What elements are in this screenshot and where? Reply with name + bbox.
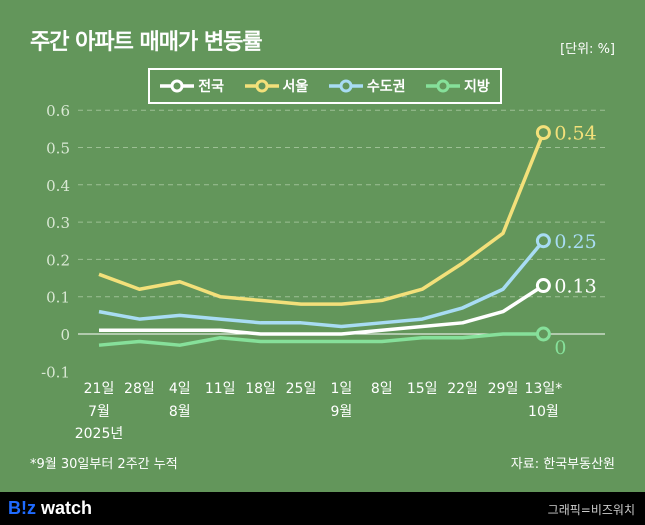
end-value-label: 0.13 xyxy=(554,276,596,298)
y-tick-label: 0 xyxy=(60,326,70,344)
x-tick-label: 18일 xyxy=(245,381,276,397)
y-tick-label: -0.1 xyxy=(41,363,70,381)
legend-marker-icon xyxy=(328,79,363,93)
x-tick-label: 21일 xyxy=(84,381,115,397)
credit: 그래픽=비즈워치 xyxy=(547,503,635,517)
series-line-지방 xyxy=(98,332,544,347)
month-label: 9월 xyxy=(331,404,353,420)
logo: B!z watch xyxy=(8,498,93,518)
unit-label: [단위: %] xyxy=(560,42,615,57)
y-tick-label: 0.6 xyxy=(46,102,70,120)
end-point-marker xyxy=(535,125,551,141)
x-tick-label: 13일* xyxy=(525,381,563,397)
x-tick-label: 15일 xyxy=(407,381,438,397)
legend-marker-icon xyxy=(244,79,279,93)
month-label: 8월 xyxy=(169,404,191,420)
line-chart: -0.1 0 0.1 0.2 0.3 0.4 0.5 0.6 21일 28일 4일 11일 18일 25일… xyxy=(41,102,605,442)
chart-title: 주간 아파트 매매가 변동률 xyxy=(30,30,263,55)
legend-label: 수도권 xyxy=(366,79,406,95)
x-tick-label: 22일 xyxy=(447,381,478,397)
month-label: 7월 xyxy=(88,404,110,420)
legend-item: 서울 xyxy=(244,76,309,96)
legend-marker-icon xyxy=(160,79,195,93)
end-value-label: 0 xyxy=(554,337,566,359)
series-line-서울 xyxy=(98,131,546,306)
x-tick-label: 4일 xyxy=(169,381,191,397)
y-tick-label: 0.5 xyxy=(46,140,70,158)
x-tick-label: 11일 xyxy=(205,381,236,397)
legend-item: 전국 xyxy=(160,76,224,96)
x-tick-label: 8일 xyxy=(371,381,393,397)
y-tick-label: 0.1 xyxy=(46,289,70,307)
source: 자료: 한국부동산원 xyxy=(510,457,615,472)
end-value-label: 0.25 xyxy=(554,231,596,253)
legend: 전국 서울 수도권 지방 xyxy=(148,68,502,104)
month-label: 10월 xyxy=(528,404,559,420)
end-value-label: 0.54 xyxy=(554,123,596,145)
x-tick-label: 29일 xyxy=(488,381,519,397)
end-point-marker xyxy=(535,233,551,249)
y-tick-label: 0.4 xyxy=(46,177,70,195)
footer: B!z watch 그래픽=비즈워치 xyxy=(0,492,645,525)
x-tick-label: 25일 xyxy=(286,381,317,397)
legend-label: 지방 xyxy=(463,79,490,95)
x-tick-label: 28일 xyxy=(124,381,155,397)
y-tick-label: 0.3 xyxy=(46,214,70,232)
legend-marker-icon xyxy=(425,79,460,93)
legend-item: 지방 xyxy=(425,76,490,96)
series-line-전국 xyxy=(99,284,545,336)
series-line-수도권 xyxy=(98,239,545,329)
end-point-marker xyxy=(535,278,551,294)
end-point-marker xyxy=(535,326,551,342)
y-tick-label: 0.2 xyxy=(46,251,70,269)
year-label: 2025년 xyxy=(75,426,124,442)
legend-item: 수도권 xyxy=(328,76,406,96)
footnote: *9월 30일부터 2주간 누적 xyxy=(30,457,178,472)
x-tick-label: 1일 xyxy=(331,381,353,397)
legend-label: 서울 xyxy=(282,79,309,95)
legend-label: 전국 xyxy=(198,79,225,95)
